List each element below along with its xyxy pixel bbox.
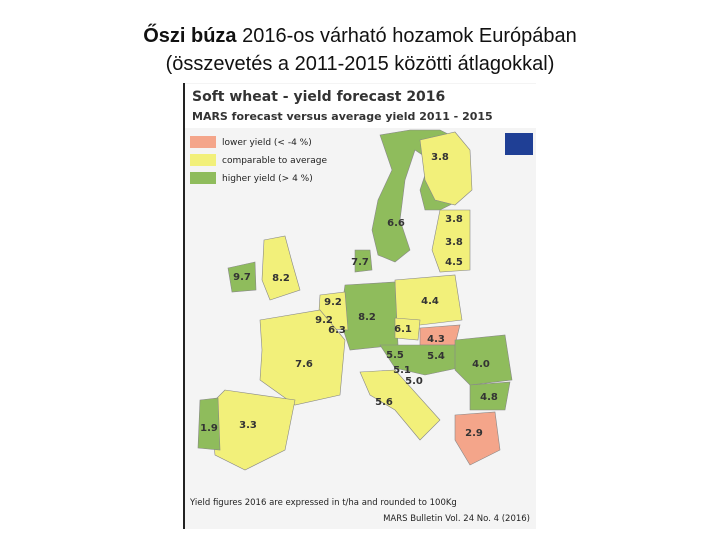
yield-label: 4.4	[421, 296, 439, 307]
yield-label: 3.3	[239, 420, 257, 431]
yield-label: 4.0	[472, 359, 490, 370]
yield-label: 6.3	[328, 325, 346, 336]
yield-label: 5.5	[386, 350, 404, 361]
yield-label: 1.9	[200, 423, 218, 434]
yield-label: 3.8	[445, 237, 463, 248]
legend-swatch	[190, 172, 216, 184]
yield-label: 5.4	[427, 351, 445, 362]
legend-label: lower yield (< -4 %)	[222, 138, 312, 148]
yield-label: 7.6	[295, 359, 313, 370]
yield-label: 6.6	[387, 218, 405, 229]
legend-swatch	[190, 136, 216, 148]
map-subtitle: MARS forecast versus average yield 2011 …	[192, 110, 493, 123]
yield-label: 8.2	[358, 312, 376, 323]
yield-label: 8.2	[272, 273, 290, 284]
yield-label: 9.7	[233, 272, 251, 283]
title-line2: (összevetés a 2011-2015 közötti átlagokk…	[165, 53, 555, 75]
legend-swatch	[190, 154, 216, 166]
map-title: Soft wheat - yield forecast 2016	[192, 89, 445, 105]
slide-title: Őszi búza 2016-os várható hozamok Európá…	[0, 22, 720, 78]
yield-label: 6.1	[394, 324, 412, 335]
yield-label: 4.5	[445, 257, 463, 268]
land	[197, 129, 513, 471]
title-rest: 2016-os várható hozamok Európában	[242, 25, 577, 47]
yield-label: 5.6	[375, 397, 393, 408]
yield-label: 2.9	[465, 428, 483, 439]
yield-label: 9.2	[315, 315, 333, 326]
yield-label: 9.2	[324, 297, 342, 308]
map-header	[185, 84, 536, 128]
yield-label: 3.8	[431, 152, 449, 163]
yield-label: 7.7	[351, 257, 369, 268]
yield-label: 4.3	[427, 334, 445, 345]
yield-label: 5.0	[405, 376, 423, 387]
yield-label: 5.1	[393, 365, 411, 376]
source: MARS Bulletin Vol. 24 No. 4 (2016)	[383, 514, 530, 524]
yield-label: 3.8	[445, 214, 463, 225]
legend-label: comparable to average	[222, 156, 327, 166]
legend-label: higher yield (> 4 %)	[222, 174, 313, 184]
yield-label: 4.8	[480, 392, 498, 403]
eu-flag	[505, 133, 533, 155]
footnote: Yield figures 2016 are expressed in t/ha…	[189, 498, 457, 508]
title-bold: Őszi búza	[143, 25, 237, 47]
